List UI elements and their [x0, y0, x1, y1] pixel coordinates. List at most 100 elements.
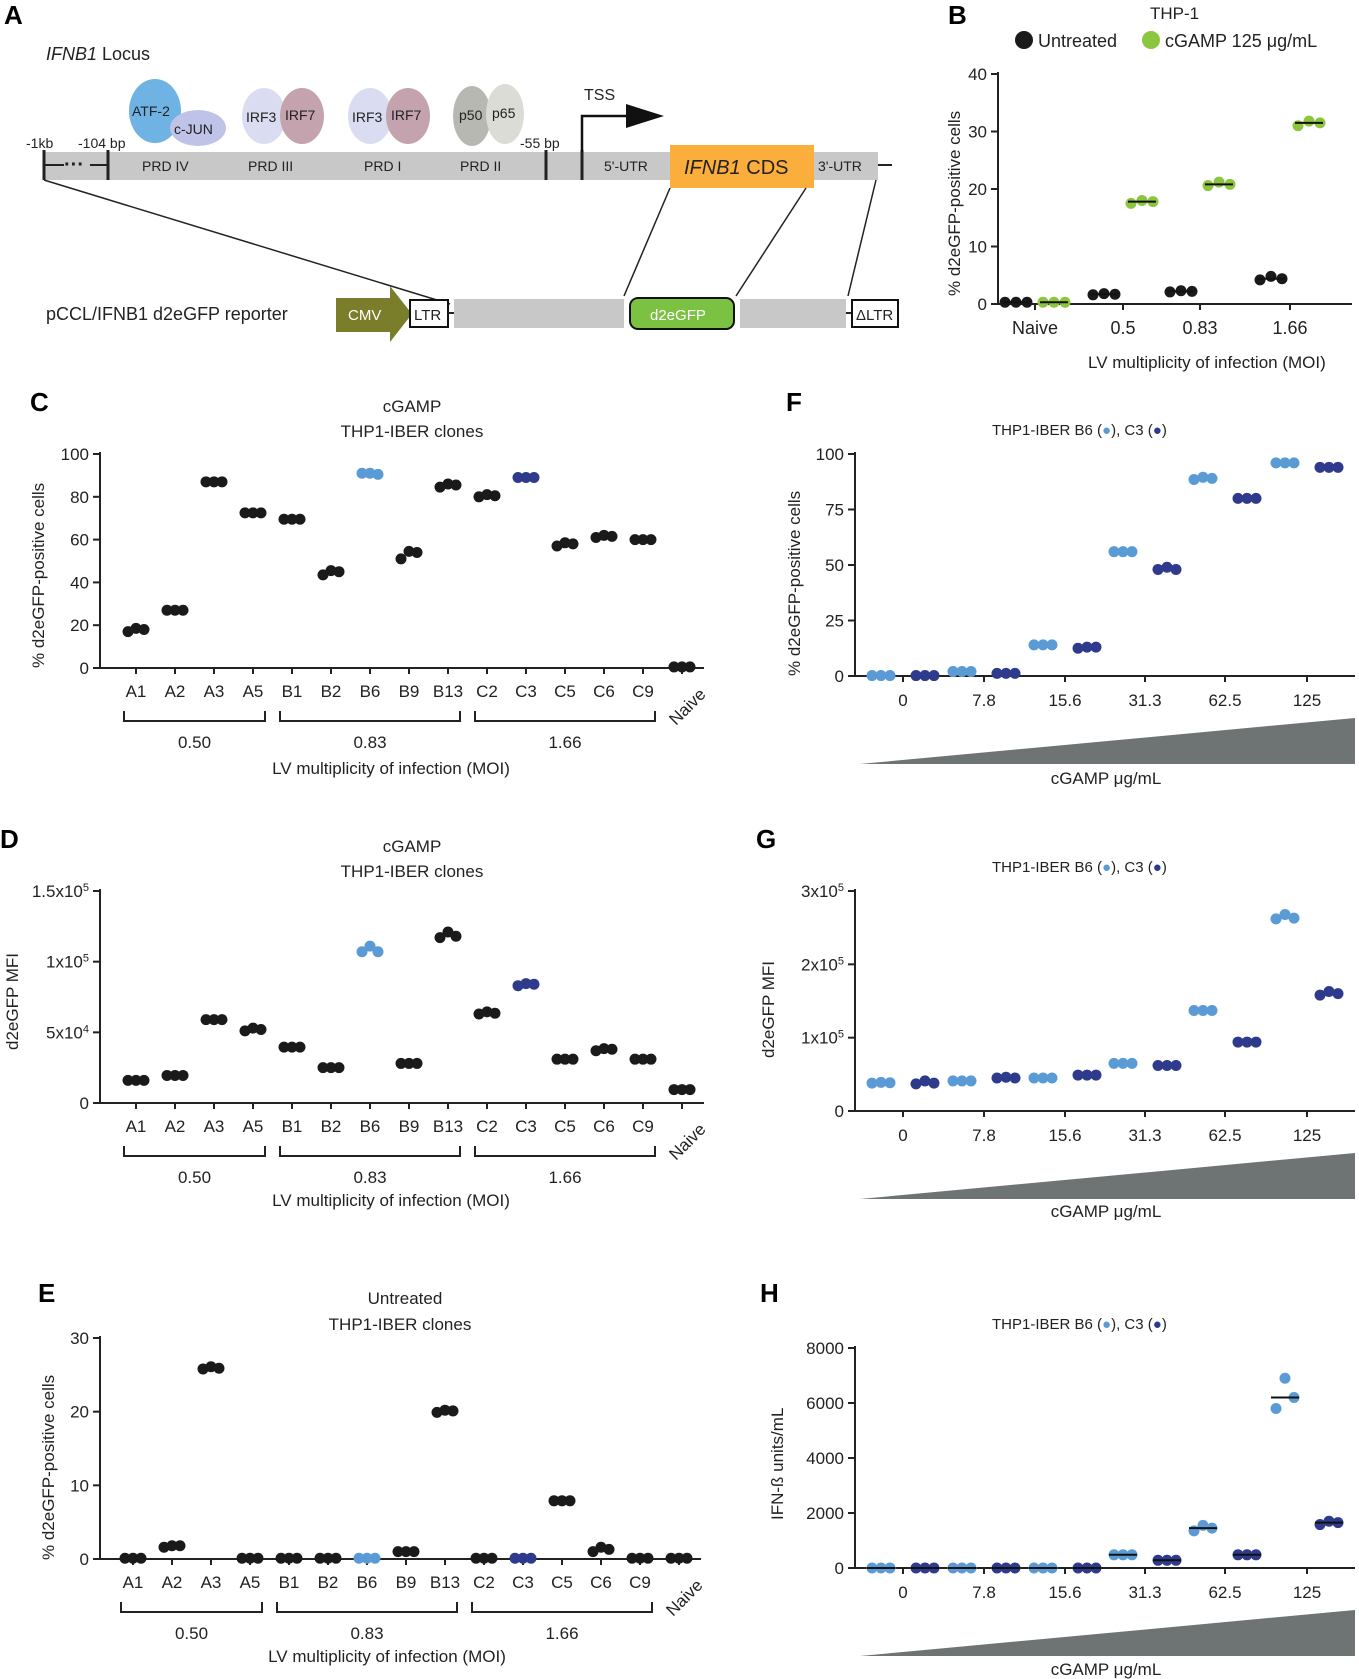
x-tick-label-D: C2 [476, 1117, 498, 1136]
x-tick-label-C: B6 [360, 682, 381, 701]
data-point-F [1332, 461, 1344, 473]
x-tick-label-C: C6 [593, 682, 615, 701]
data-point-F [1037, 639, 1049, 651]
data-point-F [919, 670, 931, 682]
y-tick-label-D-base: 0 [80, 1094, 89, 1113]
x-tick-label-C: C5 [554, 682, 576, 701]
data-point-E [322, 1552, 334, 1564]
data-point-G [1323, 985, 1335, 997]
data-point-D [200, 1014, 212, 1026]
data-point-C [403, 545, 415, 557]
data-point-G [1188, 1005, 1200, 1017]
locus-title: IFNB1 Locus [46, 44, 150, 64]
data-point-G [1332, 988, 1344, 1000]
data-point-G [919, 1075, 931, 1087]
data-point-E [634, 1552, 646, 1564]
x-tick-label-D: A1 [126, 1117, 147, 1136]
y-tick-label-H: 2000 [806, 1504, 844, 1523]
group-bracket-D [123, 1146, 266, 1157]
panel-g-ylabel: d2eGFP MFI [759, 961, 778, 1058]
factor-irf3-a-label: IRF3 [246, 109, 277, 125]
data-point-C [333, 566, 345, 578]
factor-irf3-a [242, 88, 286, 144]
data-point-D [317, 1062, 329, 1074]
gfp-box [629, 297, 735, 330]
data-point-C [325, 565, 337, 577]
data-point-D [434, 932, 446, 944]
y-tick-label-G-base: 2x10 [801, 955, 838, 974]
y-tick-label-E: 20 [70, 1403, 89, 1422]
data-point-F [1314, 461, 1326, 473]
panel-a: A IFNB1 Locus ··· -1kb -104 bp -55 bp PR… [4, 0, 899, 342]
data-point-F [1009, 667, 1021, 679]
data-point-C [286, 513, 298, 525]
x-tick-label-H: 62.5 [1208, 1583, 1241, 1602]
group-bracket-D [474, 1146, 656, 1157]
data-point-E [447, 1405, 459, 1417]
legend-part-H: ● [1102, 1316, 1111, 1333]
x-tick-label-G: 62.5 [1208, 1126, 1241, 1145]
y-tick-label-D-base: 1.5x10 [32, 882, 83, 901]
legend-part-F: ● [1153, 422, 1162, 439]
x-tick-label-E: A2 [162, 1573, 183, 1592]
factor-p65-label: p65 [492, 105, 516, 121]
x-tick-label-E: B2 [318, 1573, 339, 1592]
x-tick-label-C: A2 [165, 682, 186, 701]
cds-box [670, 145, 814, 188]
tss-arrow-head [626, 104, 664, 128]
data-point-G [1028, 1072, 1040, 1084]
x-tick-label-E: C5 [551, 1573, 573, 1592]
y-tick-label-D-exp: 5 [83, 953, 89, 965]
x-tick-label-F: 125 [1293, 691, 1321, 710]
x-tick-label-C: A1 [126, 682, 147, 701]
data-point-D [130, 1074, 142, 1086]
data-point-G [1000, 1071, 1012, 1083]
data-point-C [637, 534, 649, 546]
panel-b-ylabel: % d2eGFP-positive cells [945, 111, 964, 296]
data-point-C [130, 622, 142, 634]
y-tick-label-H: 6000 [806, 1394, 844, 1413]
data-point-D [567, 1053, 579, 1065]
x-tick-label-C: B13 [433, 682, 463, 701]
data-point-H [1279, 1372, 1291, 1384]
data-point-G [965, 1075, 977, 1087]
y-tick-label-C: 20 [70, 616, 89, 635]
y-tick-label-G: 1x105 [801, 1029, 844, 1048]
panel-h-label: H [760, 1278, 779, 1308]
data-point-D [637, 1053, 649, 1065]
data-point-E [174, 1540, 186, 1552]
x-tick-label-D: C3 [515, 1117, 537, 1136]
data-point-E [236, 1552, 248, 1564]
data-point-C [567, 538, 579, 550]
data-point-D [169, 1069, 181, 1081]
data-point-G [884, 1077, 896, 1089]
y-tick-label-G: 3x105 [801, 882, 844, 901]
y-tick-label-D-exp: 5 [83, 882, 89, 894]
x-tick-label-F: 62.5 [1208, 691, 1241, 710]
x-tick-label-D: B2 [321, 1117, 342, 1136]
connector-cds-right [735, 187, 807, 297]
x-tick-label-D: C5 [554, 1117, 576, 1136]
y-tick-label-E: 30 [70, 1329, 89, 1348]
reporter-bar-2 [740, 299, 846, 328]
data-point-E [548, 1495, 560, 1507]
data-point-E [119, 1552, 131, 1564]
y-tick-label-D: 0 [80, 1094, 89, 1113]
legend-F: THP1-IBER B6 (●), C3 (●) [992, 422, 1167, 439]
data-point-D [450, 930, 462, 942]
panel-d-title-2: THP1-IBER clones [341, 862, 484, 881]
dose-wedge-F [860, 718, 1355, 764]
x-tick-label-D: B9 [399, 1117, 420, 1136]
x-tick-label-G: 0 [898, 1126, 907, 1145]
x-tick-label-D: B6 [360, 1117, 381, 1136]
y-tick-label-B: 20 [968, 180, 987, 199]
y-tick-label-C: 0 [80, 659, 89, 678]
legend-part-F: THP1-IBER B6 ( [992, 422, 1102, 439]
panel-h-ylabel: IFN-ß units/mL [768, 1408, 787, 1520]
x-tick-label-H: 31.3 [1128, 1583, 1161, 1602]
group-label-C: 1.66 [548, 733, 581, 752]
data-point-E [213, 1362, 225, 1374]
x-tick-label-H: 0 [898, 1583, 907, 1602]
data-point-E [361, 1552, 373, 1564]
